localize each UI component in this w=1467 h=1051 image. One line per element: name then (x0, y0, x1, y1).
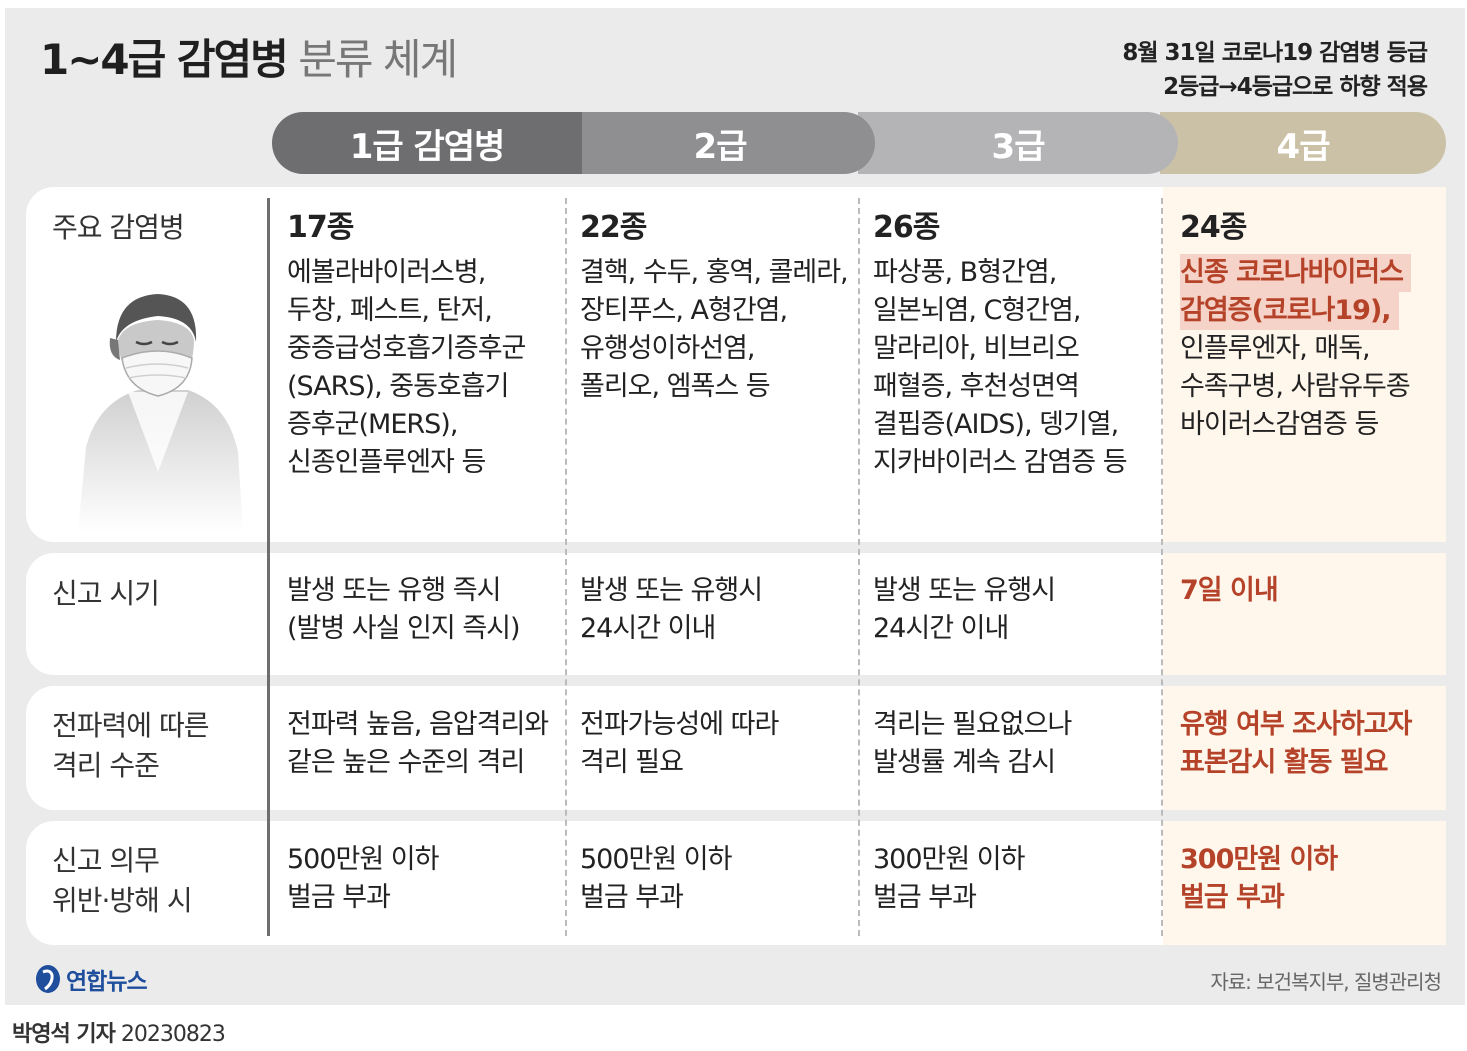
grade-header-3: 3급 (858, 112, 1178, 174)
text-line: 발생률 계속 감시 (873, 747, 1056, 778)
text-line: 7일 이내 (1180, 575, 1279, 606)
count-g4: 24종 (1180, 210, 1247, 245)
cell-g4-penalty: 300만원 이하 벌금 부과 (1180, 841, 1338, 917)
text-line: 벌금 부과 (580, 882, 684, 913)
reporter-name: 박영석 기자 (12, 1022, 116, 1047)
disease-line: 패혈증, 후천성면역 (873, 371, 1080, 402)
count-g3: 26종 (873, 210, 940, 245)
disease-line: 파상풍, B형간염, (873, 257, 1057, 288)
disease-line: 결핵, 수두, 홍역, 콜레라, (580, 257, 849, 288)
row-label-diseases: 주요 감염병 (52, 211, 185, 244)
cell-g2-isolation: 전파가능성에 따라 격리 필요 (580, 706, 779, 782)
grade4-highlight (1163, 553, 1446, 675)
yonhap-logo: 연합뉴스 (34, 962, 148, 996)
row-label-report-time: 신고 시기 (52, 577, 160, 610)
row-label-penalty: 신고 의무 위반·방해 시 (52, 841, 193, 921)
label-line: 위반·방해 시 (52, 884, 193, 917)
text-line: 300만원 이하 (873, 844, 1025, 875)
cell-g1-penalty: 500만원 이하 벌금 부과 (287, 841, 439, 917)
yonhap-logo-text: 연합뉴스 (66, 969, 148, 995)
grade-header-4: 4급 (1160, 112, 1446, 174)
top-note: 8월 31일 코로나19 감염병 등급 2등급→4등급으로 하향 적용 (1122, 36, 1428, 104)
cell-g1-report-time: 발생 또는 유행 즉시 (발병 사실 인지 즉시) (287, 572, 521, 648)
text-line: 격리는 필요없으나 (873, 709, 1072, 740)
disease-line: 유행성이하선염, (580, 333, 755, 364)
grade4-highlight (1163, 686, 1446, 810)
cell-g1-diseases: 17종 에볼라바이러스병, 두창, 페스트, 탄저, 중증급성호흡기증후군 (S… (287, 206, 526, 482)
covid-highlight: 신종 코로나바이러스 (1180, 254, 1411, 292)
cell-g4-diseases: 24종 신종 코로나바이러스 감염증(코로나19), 인플루엔자, 매독, 수족… (1180, 206, 1411, 444)
disease-line: 바이러스감염증 등 (1180, 409, 1379, 440)
label-line: 전파력에 따른 (52, 709, 209, 742)
disease-line: 중증급성호흡기증후군 (287, 333, 526, 364)
title-light: 분류 체계 (298, 35, 458, 84)
source-text: 자료: 보건복지부, 질병관리청 (1210, 970, 1442, 994)
cell-g3-penalty: 300만원 이하 벌금 부과 (873, 841, 1025, 917)
covid-highlight: 감염증(코로나19), (1180, 292, 1399, 330)
disease-line: 지카바이러스 감염증 등 (873, 447, 1128, 478)
disease-line: 에볼라바이러스병, (287, 257, 486, 288)
credit: 박영석 기자 20230823 (12, 1016, 226, 1048)
row-label-isolation: 전파력에 따른 격리 수준 (52, 706, 209, 786)
disease-line: 신종인플루엔자 등 (287, 447, 486, 478)
label-line: 신고 의무 (52, 844, 160, 877)
disease-line: 장티푸스, A형간염, (580, 295, 788, 326)
note-line: 8월 31일 코로나19 감염병 등급 (1122, 40, 1428, 66)
disease-line: 일본뇌염, C형간염, (873, 295, 1081, 326)
text-line: 500만원 이하 (287, 844, 439, 875)
label-line: 격리 수준 (52, 749, 160, 782)
page-title: 1~4급 감염병 분류 체계 (40, 28, 458, 92)
yonhap-logo-icon (36, 965, 60, 993)
disease-line: 인플루엔자, 매독, (1180, 333, 1371, 364)
text-line: 같은 높은 수준의 격리 (287, 747, 525, 778)
text-line: 전파가능성에 따라 (580, 709, 779, 740)
column-divider (1161, 198, 1163, 936)
text-line: 유행 여부 조사하고자 (1180, 709, 1412, 740)
text-line: 전파력 높음, 음압격리와 (287, 709, 549, 740)
text-line: (발병 사실 인지 즉시) (287, 613, 521, 644)
disease-line: 두창, 페스트, 탄저, (287, 295, 493, 326)
text-line: 발생 또는 유행 즉시 (287, 575, 501, 606)
grade-header-1: 1급 감염병 (272, 112, 582, 174)
text-line: 발생 또는 유행시 (580, 575, 763, 606)
disease-line: 수족구병, 사람유두종 (1180, 371, 1411, 402)
cell-g4-isolation: 유행 여부 조사하고자 표본감시 활동 필요 (1180, 706, 1412, 782)
cell-g3-report-time: 발생 또는 유행시 24시간 이내 (873, 572, 1056, 648)
count-g1: 17종 (287, 210, 354, 245)
text-line: 벌금 부과 (287, 882, 391, 913)
text-line: 격리 필요 (580, 747, 684, 778)
text-line: 벌금 부과 (1180, 882, 1285, 913)
credit-date: 20230823 (120, 1022, 226, 1047)
text-line: 300만원 이하 (1180, 844, 1338, 875)
cell-g2-penalty: 500만원 이하 벌금 부과 (580, 841, 732, 917)
column-divider (565, 198, 567, 936)
title-bold: 1~4급 감염병 (40, 35, 289, 84)
text-line: 발생 또는 유행시 (873, 575, 1056, 606)
disease-line: 말라리아, 비브리오 (873, 333, 1080, 364)
cell-g1-isolation: 전파력 높음, 음압격리와 같은 높은 수준의 격리 (287, 706, 549, 782)
text-line: 벌금 부과 (873, 882, 977, 913)
text-line: 500만원 이하 (580, 844, 732, 875)
cell-g2-diseases: 22종 결핵, 수두, 홍역, 콜레라, 장티푸스, A형간염, 유행성이하선염… (580, 206, 849, 406)
column-divider (267, 198, 270, 936)
cell-g4-report-time: 7일 이내 (1180, 572, 1279, 610)
disease-line: 폴리오, 엠폭스 등 (580, 371, 771, 402)
masked-person-illustration (78, 294, 243, 532)
text-line: 24시간 이내 (873, 613, 1009, 644)
cell-g3-isolation: 격리는 필요없으나 발생률 계속 감시 (873, 706, 1072, 782)
grade4-highlight (1163, 187, 1446, 542)
cell-g3-diseases: 26종 파상풍, B형간염, 일본뇌염, C형간염, 말라리아, 비브리오 패혈… (873, 206, 1128, 482)
column-divider (858, 198, 860, 936)
grade-header-2: 2급 (565, 112, 875, 174)
note-line: 2등급→4등급으로 하향 적용 (1163, 74, 1428, 100)
grade4-highlight (1163, 821, 1446, 945)
cell-g2-report-time: 발생 또는 유행시 24시간 이내 (580, 572, 763, 648)
count-g2: 22종 (580, 210, 647, 245)
disease-line: 결핍증(AIDS), 뎅기열, (873, 409, 1119, 440)
text-line: 표본감시 활동 필요 (1180, 747, 1389, 778)
disease-line: (SARS), 중동호흡기 (287, 371, 509, 402)
disease-line: 증후군(MERS), (287, 409, 458, 440)
text-line: 24시간 이내 (580, 613, 716, 644)
